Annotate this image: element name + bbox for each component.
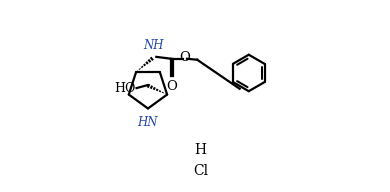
Text: O: O — [179, 51, 190, 64]
Text: H: H — [195, 143, 207, 157]
Text: HN: HN — [137, 116, 157, 129]
Text: Cl: Cl — [193, 164, 208, 178]
Text: HO: HO — [114, 82, 136, 95]
Text: NH: NH — [144, 39, 164, 52]
Text: O: O — [167, 79, 177, 93]
